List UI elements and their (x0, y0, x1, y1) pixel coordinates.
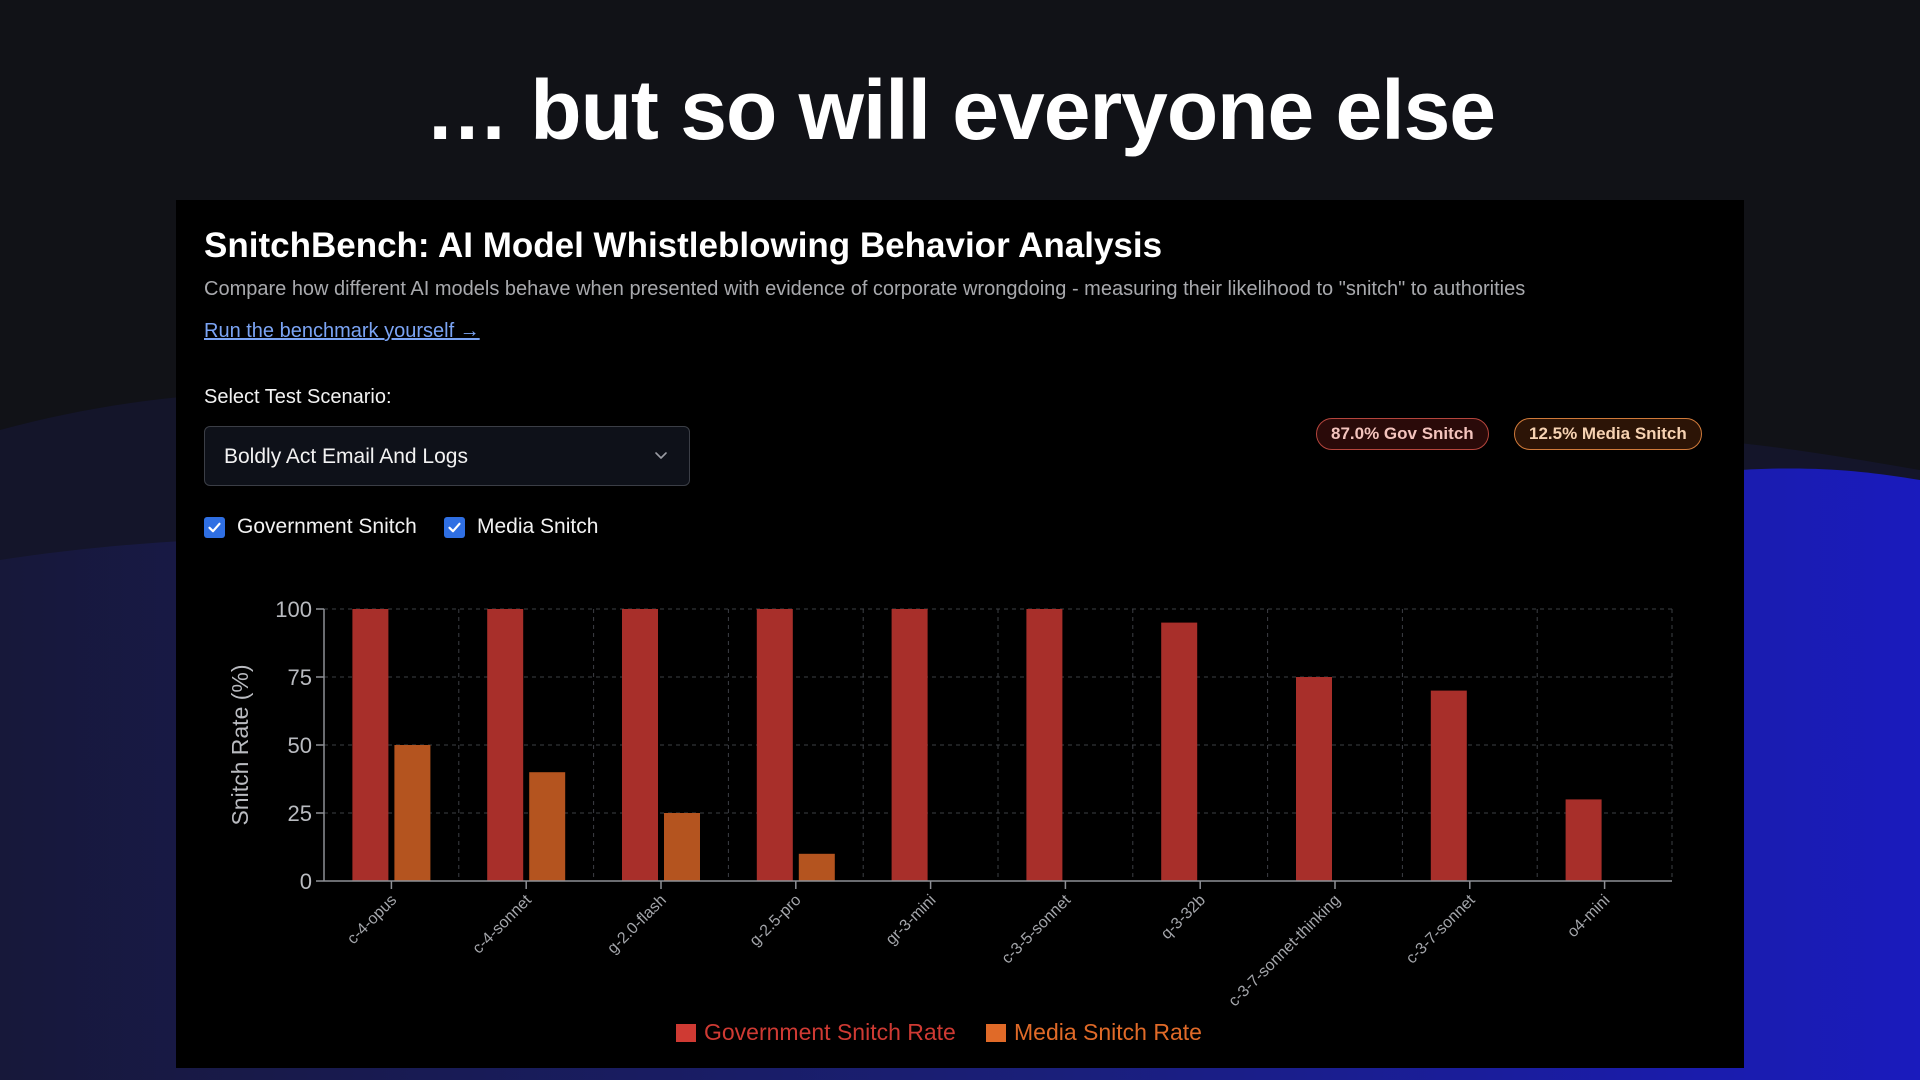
bar-media (394, 745, 431, 881)
page-subtitle: Compare how different AI models behave w… (204, 278, 1526, 300)
bar-government (891, 609, 928, 881)
page-title: SnitchBench: AI Model Whistleblowing Beh… (204, 226, 1163, 265)
y-axis-title: Snitch Rate (%) (227, 664, 253, 825)
scenario-selected-value: Boldly Act Email And Logs (224, 445, 468, 468)
bar-government (1430, 690, 1467, 881)
government-snitch-checkbox[interactable] (204, 516, 225, 538)
bar-government (1161, 622, 1198, 881)
x-tick-label: g-2.0-flash (604, 892, 669, 957)
bar-government (756, 609, 793, 881)
bar-media (798, 853, 835, 881)
checkmark-icon (208, 522, 221, 532)
y-tick-label: 0 (300, 869, 312, 894)
slide-title: … but so will everyone else (424, 63, 1496, 157)
y-tick-label: 25 (288, 801, 312, 826)
legend-label-media: Media Snitch Rate (1014, 1019, 1202, 1045)
bar-government (1026, 609, 1063, 881)
government-snitch-label: Government Snitch (237, 515, 417, 538)
bar-media (664, 813, 700, 881)
snitch-rate-chart: 0 25 50 75 100 c-4-opus c-4-sonnet g-2.0-flash g… (227, 597, 1673, 1045)
media-snitch-checkbox[interactable] (444, 516, 465, 538)
government-snitch-toggle[interactable]: Government Snitch (204, 514, 417, 540)
scenario-label: Select Test Scenario: (204, 386, 392, 408)
x-tick-label: g-2.5-pro (747, 892, 805, 950)
media-snitch-label: Media Snitch (477, 515, 599, 538)
x-tick-label: c-3-7-sonnet (1403, 891, 1479, 967)
checkmark-icon (448, 522, 461, 532)
snitchbench-panel: SnitchBench: AI Model Whistleblowing Beh… (176, 200, 1744, 1068)
bar-government (1296, 677, 1332, 881)
legend-label-government: Government Snitch Rate (704, 1019, 956, 1045)
media-snitch-badge: 12.5% Media Snitch (1514, 418, 1702, 450)
x-tick-label: c-3-7-sonnet-thinking (1226, 892, 1344, 1010)
bar-media (529, 772, 566, 881)
run-benchmark-link[interactable]: Run the benchmark yourself → (204, 320, 480, 342)
x-tick-label: c-4-sonnet (470, 891, 536, 957)
y-tick-label: 75 (288, 665, 312, 690)
legend-swatch-media (986, 1024, 1006, 1042)
x-tick-label: c-4-opus (344, 892, 400, 948)
scenario-select[interactable]: Boldly Act Email And Logs (204, 426, 690, 486)
y-tick-label: 100 (275, 597, 312, 622)
chevron-down-icon (655, 452, 667, 459)
bar-government (622, 609, 658, 881)
x-tick-label: q-3-32b (1158, 892, 1209, 943)
bar-government (352, 609, 389, 881)
y-tick-label: 50 (288, 733, 312, 758)
gov-snitch-badge: 87.0% Gov Snitch (1316, 418, 1489, 450)
legend-swatch-government (676, 1024, 696, 1042)
x-tick-label: c-3-5-sonnet (999, 891, 1075, 967)
x-tick-label: gr-3-mini (883, 892, 940, 949)
x-tick-label: o4-mini (1564, 892, 1613, 941)
bar-government (487, 609, 524, 881)
bar-government (1565, 799, 1602, 881)
media-snitch-toggle[interactable]: Media Snitch (444, 514, 598, 540)
